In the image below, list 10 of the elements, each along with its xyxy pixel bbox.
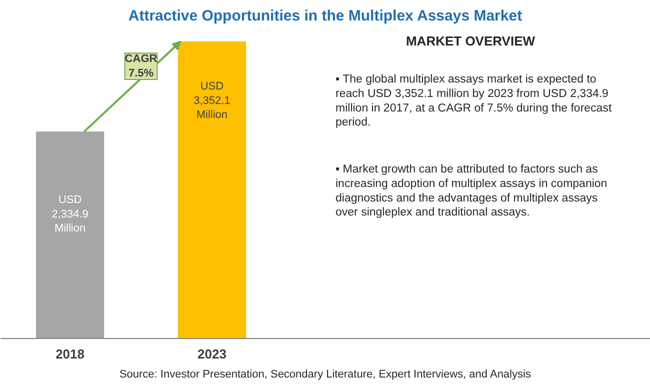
text: ▪ The global multiplex assays market is expected to reach USD 3,352.1 million by 2023 from USD 2,334.9 million in 2017, at a CAGR of 7.5% during the forecast period. bbox=[336, 74, 612, 129]
x-tick-label: 2018 bbox=[56, 346, 85, 362]
text: MARKET OVERVIEW bbox=[406, 34, 536, 48]
data-label: USD 3,352.1 Million bbox=[194, 80, 230, 122]
source-note: Source: Investor Presentation, Secondary Literature, Expert Interviews, and Analysis bbox=[119, 368, 532, 380]
annotation: CAGR 7.5% bbox=[124, 53, 158, 80]
x-tick-label: 2023 bbox=[198, 346, 226, 362]
text: ▪ Market growth can be attributed to factors such as increasing adoption of multiplex assays in companion diagnostics and the advantages of multiplex assays over singleplex and traditional assays. bbox=[336, 164, 608, 219]
data-label: USD 2,334.9 Million bbox=[52, 194, 88, 235]
text: Attractive Opportunities in the Multiplex Assays Market bbox=[128, 8, 522, 24]
